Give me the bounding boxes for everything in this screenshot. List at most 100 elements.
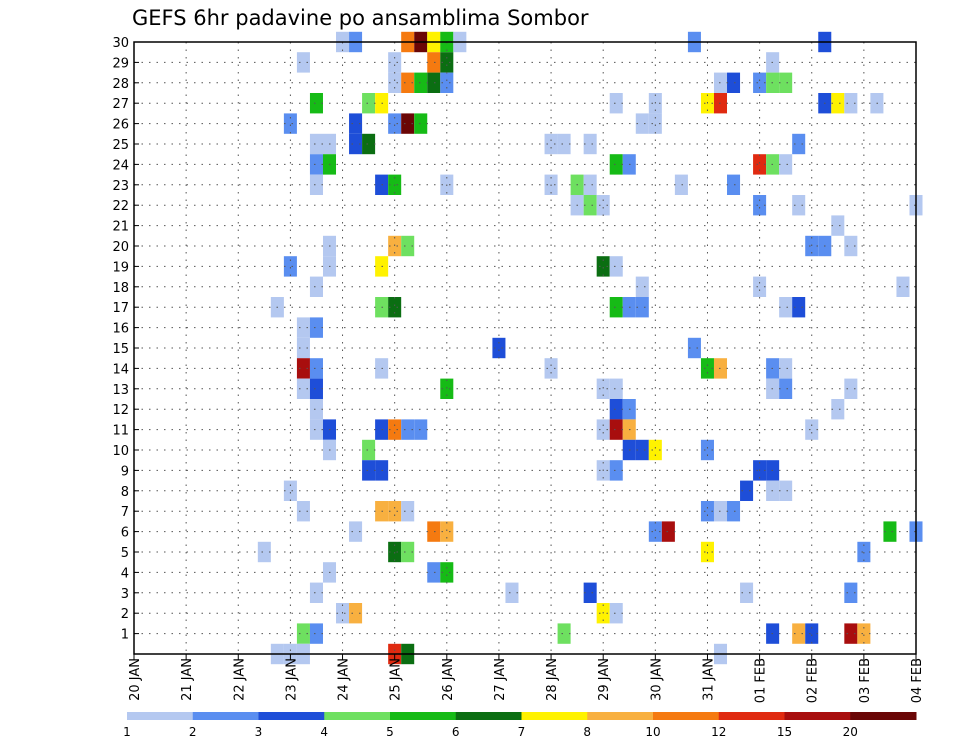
heatmap-cell	[635, 113, 649, 134]
heatmap-cell	[779, 358, 793, 379]
y-tick-label: 22	[112, 199, 129, 214]
colorbar-label: 4	[320, 725, 328, 739]
colorbar-label: 12	[711, 725, 726, 739]
heatmap-cell	[544, 133, 558, 155]
heatmap-cell	[609, 297, 623, 318]
heatmap-cell	[309, 154, 323, 175]
heatmap-cell	[309, 582, 323, 603]
y-tick-label: 21	[112, 220, 129, 235]
x-tick-label: 02 FEB	[806, 658, 821, 703]
y-tick-label: 30	[112, 36, 129, 51]
colorbar-label: 3	[255, 725, 263, 739]
colorbar-swatch	[587, 712, 654, 720]
heatmap-cell	[401, 72, 415, 93]
heatmap-cell	[296, 317, 310, 338]
colorbar-swatch	[455, 712, 522, 720]
heatmap-cell	[674, 174, 688, 195]
heatmap-cell	[792, 133, 806, 155]
heatmap-cell	[805, 419, 819, 440]
x-tick-label: 27 JAN	[493, 658, 508, 701]
heatmap-cell	[648, 521, 662, 542]
y-tick-label: 17	[112, 301, 129, 316]
y-tick-label: 19	[112, 260, 129, 275]
colorbar-swatch	[718, 712, 785, 720]
heatmap-cell	[296, 337, 310, 359]
heatmap-cell	[296, 501, 310, 522]
heatmap-cell	[779, 480, 793, 501]
heatmap-cell	[296, 623, 310, 644]
x-tick-label: 24 JAN	[337, 658, 352, 701]
heatmap-cell	[414, 419, 428, 440]
heatmap-cell	[583, 582, 597, 603]
heatmap-cell	[388, 297, 402, 318]
heatmap-cell	[401, 113, 415, 134]
heatmap-cell	[283, 256, 297, 277]
heatmap-cell	[544, 358, 558, 379]
y-tick-label: 27	[112, 97, 129, 112]
heatmap-cell	[309, 133, 323, 155]
heatmap-cell	[792, 195, 806, 216]
y-tick-label: 15	[112, 342, 129, 357]
heatmap-cell	[309, 419, 323, 440]
heatmap-cell	[401, 419, 415, 440]
heatmap-cell	[727, 174, 741, 195]
heatmap-cell	[844, 623, 858, 644]
grid-lines	[133, 41, 917, 654]
heatmap-cell	[583, 174, 597, 195]
heatmap-cell	[440, 521, 454, 542]
colorbar-label: 6	[452, 725, 460, 739]
y-tick-label: 24	[112, 158, 129, 173]
heatmap-cell	[831, 215, 845, 236]
colorbar-swatch	[653, 712, 720, 720]
chart-title: GEFS 6hr padavine po ansamblima Sombor	[132, 6, 589, 30]
heatmap-cell	[844, 93, 858, 114]
heatmap-cell	[609, 603, 623, 624]
heatmap-cell	[440, 72, 454, 93]
colorbar-label: 2	[189, 725, 197, 739]
heatmap-cell	[296, 52, 310, 73]
y-tick-label: 10	[112, 444, 129, 459]
x-tick-label: 29 JAN	[597, 658, 612, 701]
colorbar-swatch	[784, 712, 851, 720]
heatmap-cell	[583, 133, 597, 155]
heatmap-cell	[883, 521, 897, 542]
heatmap-cell	[609, 154, 623, 175]
heatmap-cell	[349, 113, 363, 134]
y-tick-label: 2	[121, 607, 129, 622]
heatmap-cell	[388, 113, 402, 134]
x-tick-label: 30 JAN	[649, 658, 664, 701]
heatmap-cell	[583, 195, 597, 216]
y-tick-label: 3	[121, 587, 129, 602]
heatmap-cell	[388, 501, 402, 522]
heatmap-cell	[844, 235, 858, 257]
x-tick-label: 03 FEB	[858, 658, 873, 703]
colorbar-swatch	[127, 712, 194, 720]
colorbar: 1 2 3 4 5 6 7 8 10 12 15 20	[123, 712, 917, 739]
heatmap-cell	[440, 562, 454, 583]
heatmap-cell	[388, 72, 402, 93]
heatmap-cell	[609, 399, 623, 420]
y-tick-label: 6	[121, 526, 129, 541]
heatmap-cell	[401, 235, 415, 257]
colorbar-swatch	[258, 712, 325, 720]
x-tick-label: 23 JAN	[284, 658, 299, 701]
heatmap-cell	[648, 113, 662, 134]
heatmap-cell	[831, 399, 845, 420]
heatmap-cell	[753, 195, 767, 216]
heatmap-cell	[492, 337, 506, 359]
heatmap-cell	[609, 256, 623, 277]
x-tick-label: 20 JAN	[128, 658, 143, 701]
y-tick-label: 29	[112, 56, 129, 71]
heatmap-cell	[349, 521, 363, 542]
x-tick-label: 28 JAN	[545, 658, 560, 701]
y-axis-ticks: 1234567891011121314151617181920212223242…	[112, 36, 139, 643]
y-tick-label: 13	[112, 383, 129, 398]
heatmap-cell	[309, 174, 323, 195]
heatmap-cell	[596, 256, 610, 277]
colorbar-swatch	[192, 712, 259, 720]
heatmap-cell	[388, 419, 402, 440]
heatmap-cell	[779, 154, 793, 175]
heatmap-cell	[779, 378, 793, 399]
y-tick-label: 11	[112, 424, 129, 439]
